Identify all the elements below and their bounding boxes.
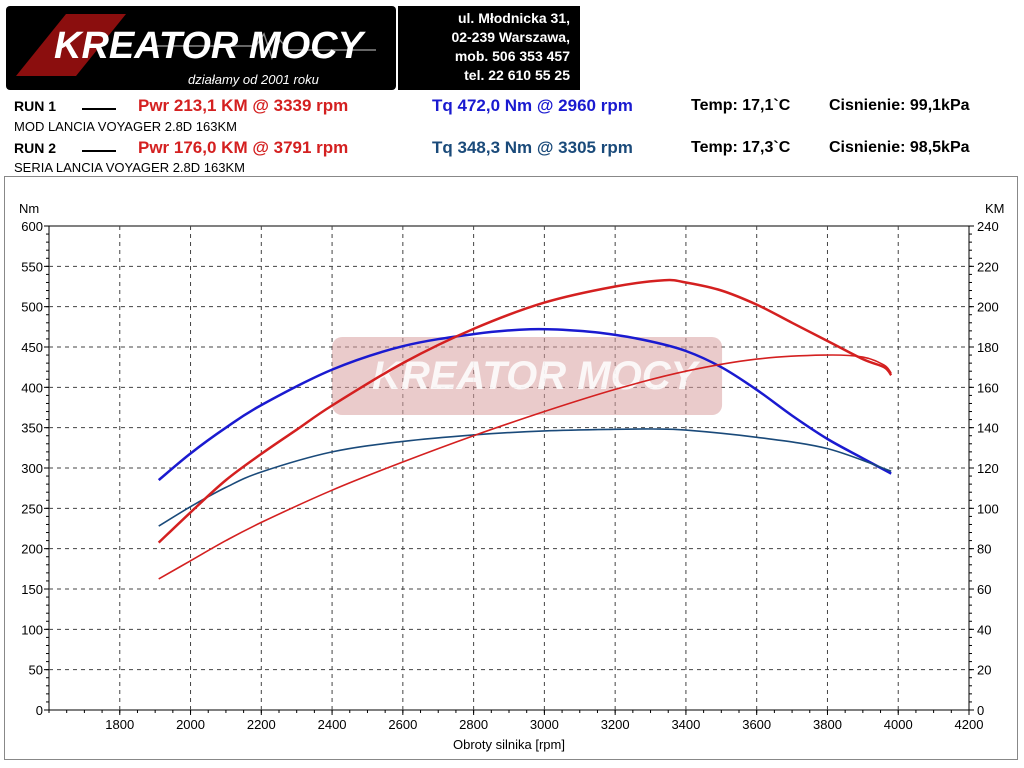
y-right-tick-label: 0: [977, 703, 984, 718]
y-left-axis-title: Nm: [19, 201, 39, 216]
torque-run-2-line: [158, 428, 892, 527]
y-left-tick-label: 150: [21, 582, 43, 597]
address-line-1: ul. Młodnicka 31,: [457, 10, 570, 26]
y-left-tick-label: 400: [21, 380, 43, 395]
run-2-description: SERIA LANCIA VOYAGER 2.8D 163KM: [14, 160, 245, 175]
x-tick-label: 3600: [742, 717, 771, 732]
y-right-tick-label: 220: [977, 259, 999, 274]
y-right-tick-label: 100: [977, 501, 999, 516]
x-tick-label: 2400: [318, 717, 347, 732]
run-2-temp: Temp: 17,3`C: [691, 139, 791, 156]
y-right-tick-label: 40: [977, 622, 991, 637]
power-run-1-line: [157, 278, 893, 544]
power-run-2-line: [158, 354, 892, 580]
run-1-pressure: Cisnienie: 99,1kPa: [829, 97, 970, 114]
run-2-pressure: Cisnienie: 98,5kPa: [829, 139, 970, 156]
y-right-tick-label: 200: [977, 300, 999, 315]
watermark-text: KREATOR MOCY: [372, 354, 701, 398]
torque-run-1-line: [157, 327, 892, 482]
y-left-tick-label: 450: [21, 340, 43, 355]
y-right-tick-label: 80: [977, 542, 991, 557]
y-left-tick-label: 250: [21, 501, 43, 516]
x-tick-label: 2000: [176, 717, 205, 732]
x-tick-label: 1800: [105, 717, 134, 732]
run-1-torque: Tq 472,0 Nm @ 2960 rpm: [432, 96, 633, 115]
run-1-description: MOD LANCIA VOYAGER 2.8D 163KM: [14, 119, 237, 134]
y-right-tick-label: 160: [977, 380, 999, 395]
y-right-tick-label: 120: [977, 461, 999, 476]
x-tick-label: 4200: [955, 717, 984, 732]
x-tick-label: 4000: [884, 717, 913, 732]
y-left-tick-label: 200: [21, 542, 43, 557]
x-tick-label: 3800: [813, 717, 842, 732]
y-right-tick-label: 140: [977, 421, 999, 436]
y-left-tick-label: 100: [21, 622, 43, 637]
x-tick-label: 3200: [601, 717, 630, 732]
run-2-label: RUN 2: [14, 140, 57, 156]
y-left-tick-label: 0: [36, 703, 43, 718]
run-1-line-sample: [82, 108, 116, 110]
x-tick-label: 2800: [459, 717, 488, 732]
address-block: ul. Młodnicka 31, 02-239 Warszawa, mob. …: [398, 6, 580, 90]
y-right-tick-label: 180: [977, 340, 999, 355]
run-1-label: RUN 1: [14, 98, 57, 114]
address-line-3: mob. 506 353 457: [454, 48, 570, 64]
run-2-power: Pwr 176,0 KM @ 3791 rpm: [138, 138, 349, 157]
y-left-tick-label: 550: [21, 259, 43, 274]
run-1-temp: Temp: 17,1`C: [691, 97, 791, 114]
y-left-tick-label: 350: [21, 421, 43, 436]
run-2-torque: Tq 348,3 Nm @ 3305 rpm: [432, 138, 633, 157]
x-axis-title: Obroty silnika [rpm]: [453, 737, 565, 752]
x-tick-label: 3000: [530, 717, 559, 732]
y-right-tick-label: 60: [977, 582, 991, 597]
x-tick-label: 3400: [671, 717, 700, 732]
y-left-tick-label: 600: [21, 219, 43, 234]
x-tick-label: 2600: [388, 717, 417, 732]
logo-tagline: działamy od 2001 roku: [188, 72, 319, 87]
address-line-2: 02-239 Warszawa,: [451, 29, 570, 45]
x-tick-label: 2200: [247, 717, 276, 732]
run-2-line-sample: [82, 150, 116, 152]
y-left-tick-label: 50: [29, 663, 43, 678]
dyno-chart-frame: KREATOR MOCY 1800 2000 2200 2400 2600 2800 3000…: [4, 176, 1018, 760]
run-2-row: RUN 2 Pwr 176,0 KM @ 3791 rpm Tq 348,3 N…: [14, 138, 1014, 162]
watermark-box: [332, 337, 723, 415]
run-1-power: Pwr 213,1 KM @ 3339 rpm: [138, 96, 349, 115]
y-left-tick-label: 300: [21, 461, 43, 476]
y-right-axis-title: KM: [985, 201, 1005, 216]
logo-graphic: KREATOR MOCY: [16, 14, 376, 76]
y-right-tick-label: 20: [977, 663, 991, 678]
y-right-tick-label: 240: [977, 219, 999, 234]
address-line-4: tel. 22 610 55 25: [464, 67, 570, 83]
run-1-row: RUN 1 Pwr 213,1 KM @ 3339 rpm Tq 472,0 N…: [14, 96, 1014, 120]
logo-text: KREATOR MOCY: [54, 25, 367, 67]
logo: KREATOR MOCY działamy od 2001 roku: [6, 6, 396, 90]
y-left-tick-label: 500: [21, 300, 43, 315]
